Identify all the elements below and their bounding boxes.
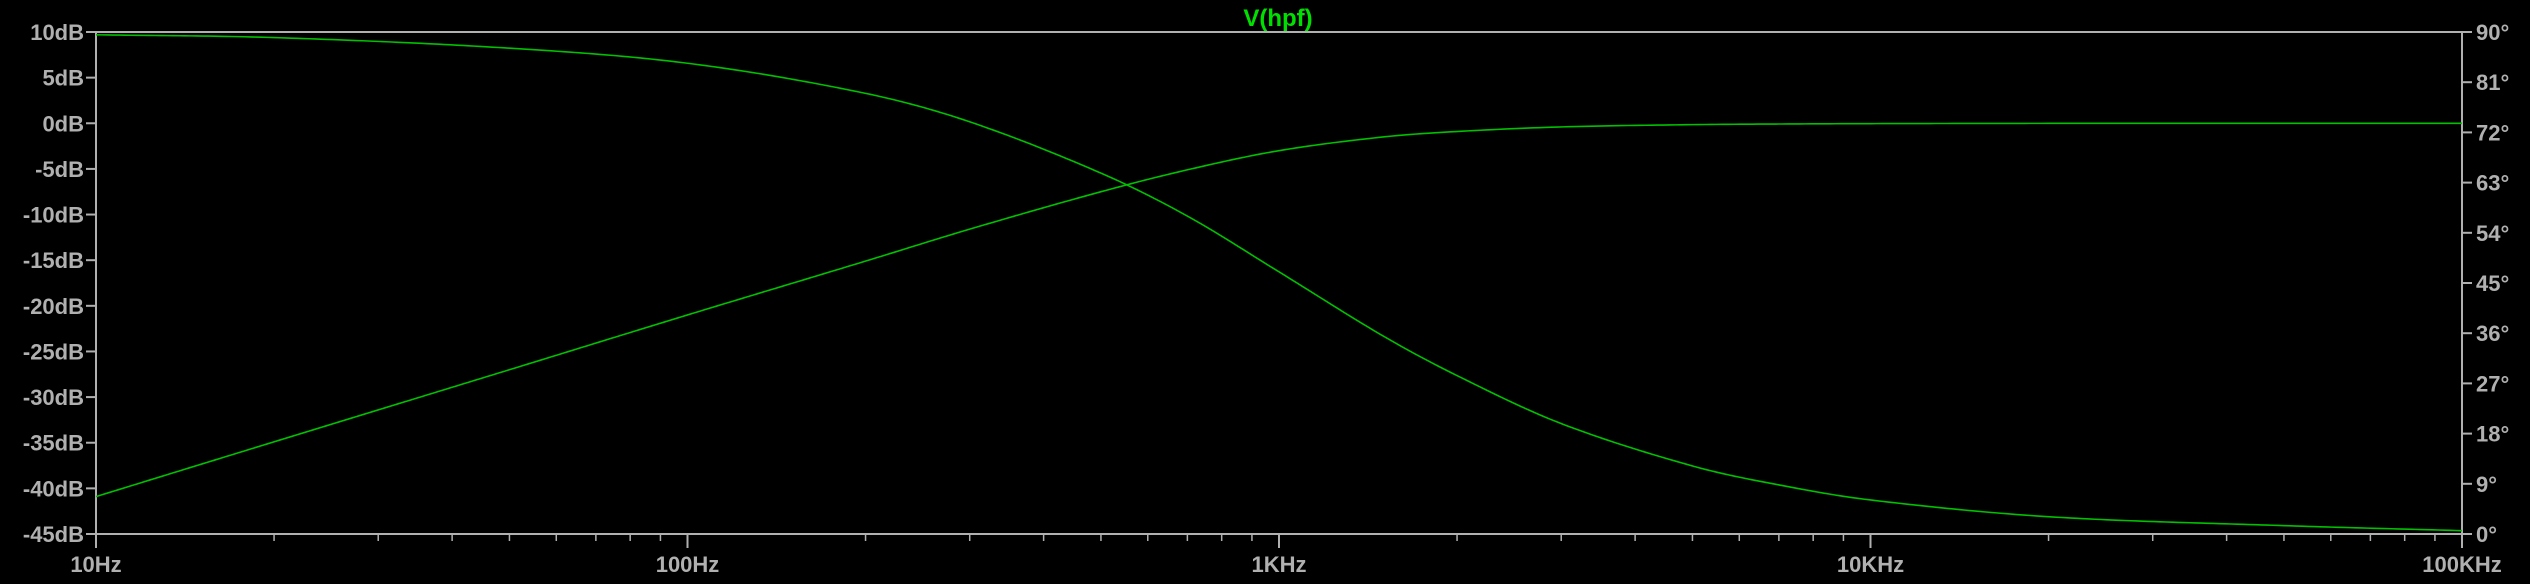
left-tick-label: -5dB [35, 157, 84, 182]
right-tick-label: 27° [2476, 371, 2509, 396]
left-tick-label: -45dB [23, 522, 84, 547]
right-tick-label: 90° [2476, 20, 2509, 45]
series-traces [95, 33, 2463, 532]
left-tick-label: -35dB [23, 431, 84, 456]
axes [86, 31, 2472, 548]
left-tick-label: -15dB [23, 248, 84, 273]
right-tick-label: 45° [2476, 271, 2509, 296]
x-tick-label: 1KHz [1251, 552, 1306, 577]
right-tick-label: 0° [2476, 522, 2497, 547]
right-tick-label: 36° [2476, 321, 2509, 346]
left-tick-label: 0dB [42, 111, 84, 136]
x-tick-label: 10Hz [70, 552, 121, 577]
right-tick-label: 54° [2476, 221, 2509, 246]
left-tick-label: -30dB [23, 385, 84, 410]
phase-trace [95, 33, 2463, 532]
right-tick-label: 18° [2476, 422, 2509, 447]
x-tick-label: 100Hz [656, 552, 720, 577]
right-tick-label: 72° [2476, 120, 2509, 145]
x-tick-label: 10KHz [1837, 552, 1904, 577]
chart-title: V(hpf) [1243, 5, 1312, 32]
left-tick-label: 5dB [42, 66, 84, 91]
right-tick-label: 9° [2476, 472, 2497, 497]
left-tick-label: -20dB [23, 294, 84, 319]
magnitude-trace [95, 122, 2462, 498]
x-tick-label: 100KHz [2422, 552, 2501, 577]
right-tick-label: 81° [2476, 70, 2509, 95]
left-tick-label: -40dB [23, 476, 84, 501]
tick-labels: 10dB 5dB 0dB -5dB -10dB -15dB -20dB -25dB -30dB -… [23, 20, 2509, 577]
left-tick-label: -25dB [23, 339, 84, 364]
left-tick-label: 10dB [30, 20, 84, 45]
left-tick-label: -10dB [23, 203, 84, 228]
right-tick-label: 63° [2476, 171, 2509, 196]
